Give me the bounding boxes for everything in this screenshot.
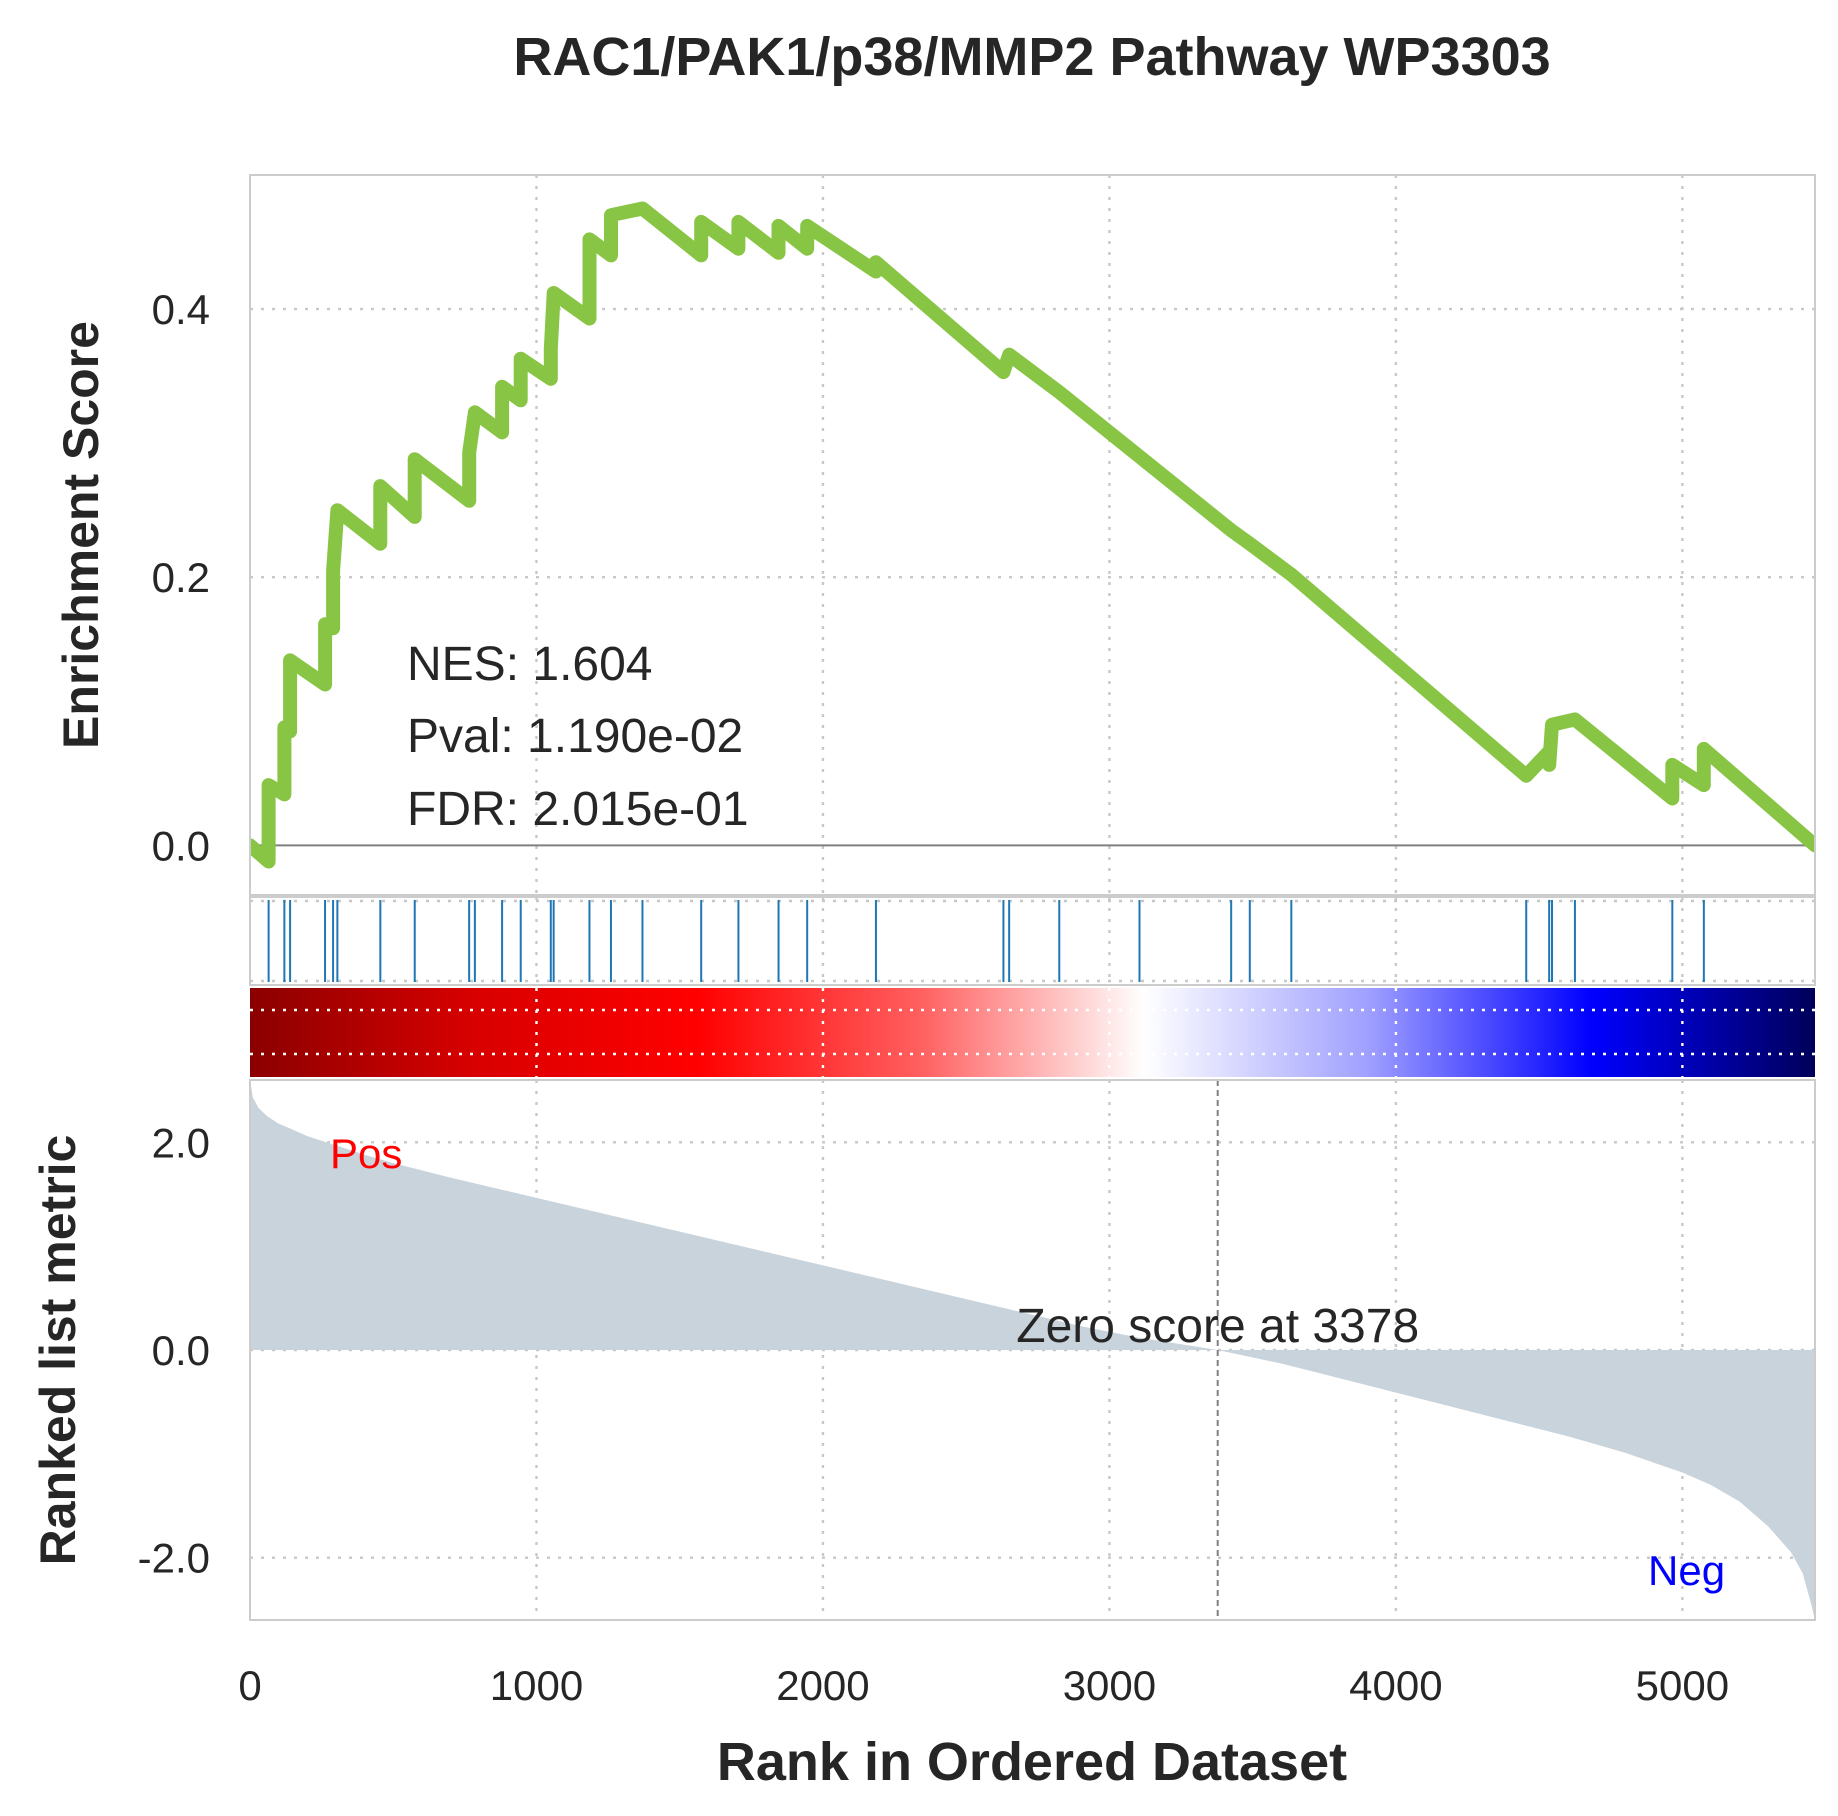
es-y-tick-label: 0.2 [152,554,210,601]
es-y-tick-label: 0.0 [152,822,210,869]
x-axis-label: Rank in Ordered Dataset [717,1732,1347,1792]
chart-title: RAC1/PAK1/p38/MMP2 Pathway WP3303 [513,27,1550,87]
ranked-y-tick-label: -2.0 [138,1535,210,1582]
nes-label: NES: 1.604 [407,638,652,691]
x-tick-label: 4000 [1349,1662,1442,1709]
ranked-y-ticks: 2.0 0.0 -2.0 [138,1119,210,1581]
x-axis-ticks: 0 1000 2000 3000 4000 5000 [238,1662,1729,1709]
colorbar-gridlines [250,988,1815,1077]
ranked-y-tick-label: 2.0 [152,1119,210,1166]
hits-panel-frame [249,896,1816,986]
neg-label: Neg [1648,1547,1725,1594]
ranked-panel-frame [249,1079,1816,1621]
rank-colorbar [250,988,1815,1077]
x-tick-label: 3000 [1063,1662,1156,1709]
gene-hit-marks [267,900,1705,982]
x-tick-label: 1000 [490,1662,583,1709]
enrichment-y-label: Enrichment Score [53,321,109,749]
ranked-y-label: Ranked list metric [30,1135,86,1566]
x-tick-label: 2000 [776,1662,869,1709]
enrichment-gridlines [250,175,1815,895]
fdr-label: FDR: 2.015e-01 [407,783,749,836]
pval-label: Pval: 1.190e-02 [407,710,743,763]
enrichment-score-panel: 0.0 0.2 0.4 Enrichment Score NES: 1.604 Pv… [53,174,1816,896]
x-tick-label: 0 [238,1662,261,1709]
enrichment-panel-frame [249,174,1816,896]
pos-label: Pos [330,1130,402,1177]
enrichment-score-line [250,201,1815,869]
x-tick-label: 5000 [1636,1662,1729,1709]
ranked-metric-area [250,1080,1815,1620]
ranked-y-tick-label: 0.0 [152,1327,210,1374]
ranked-metric-panel: Zero score at 3378 Pos Neg 2.0 0.0 -2.0 Ra… [30,1079,1816,1621]
enrichment-y-ticks: 0.0 0.2 0.4 [152,286,210,869]
zero-score-label: Zero score at 3378 [1016,1300,1419,1353]
gene-hits-panel [249,896,1816,986]
rank-colorbar-panel [250,988,1815,1077]
es-y-tick-label: 0.4 [152,286,210,333]
hits-gridlines [250,897,1815,985]
